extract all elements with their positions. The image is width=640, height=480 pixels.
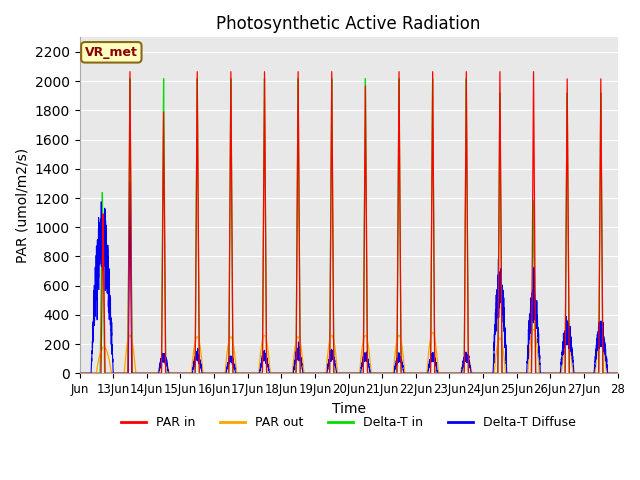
Y-axis label: PAR (umol/m2/s): PAR (umol/m2/s) bbox=[15, 148, 29, 263]
X-axis label: Time: Time bbox=[332, 402, 365, 416]
Text: VR_met: VR_met bbox=[85, 46, 138, 59]
Title: Photosynthetic Active Radiation: Photosynthetic Active Radiation bbox=[216, 15, 481, 33]
Legend: PAR in, PAR out, Delta-T in, Delta-T Diffuse: PAR in, PAR out, Delta-T in, Delta-T Dif… bbox=[116, 411, 581, 434]
